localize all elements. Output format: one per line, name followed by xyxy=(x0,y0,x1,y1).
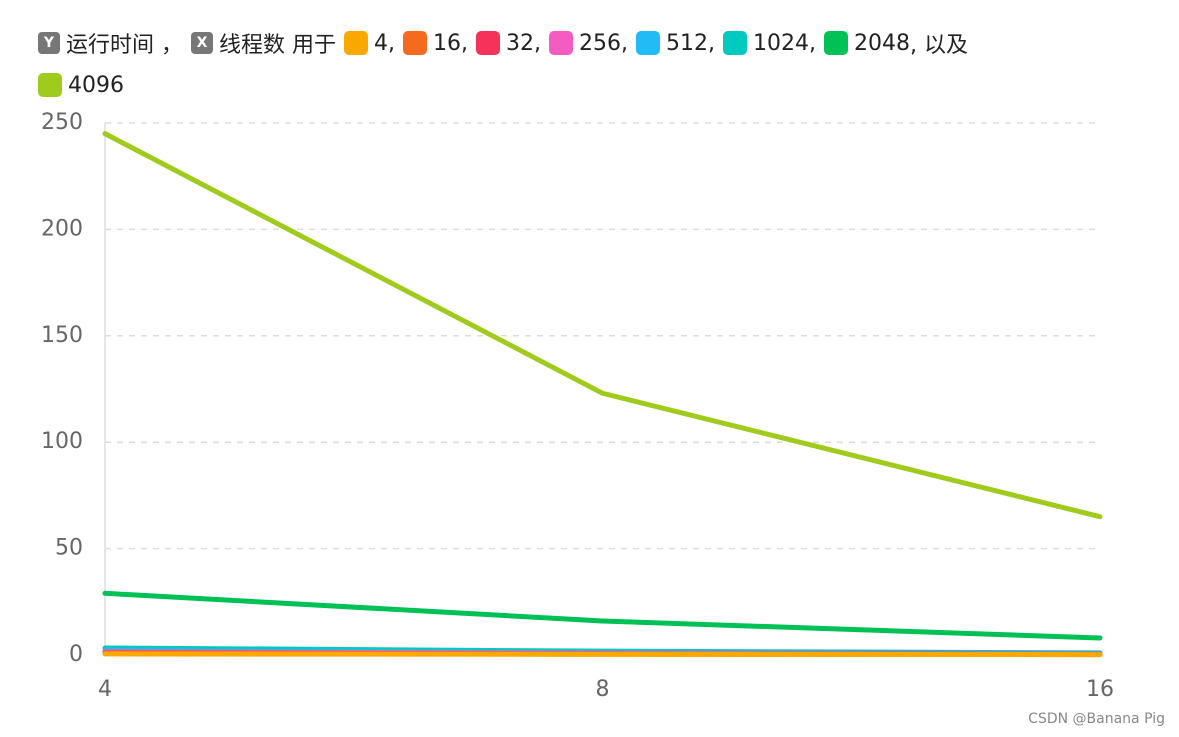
legend-label: 1024 xyxy=(753,30,809,56)
legend-swatch xyxy=(636,31,660,55)
legend-item: 4096 xyxy=(38,70,124,100)
y-tick-label: 150 xyxy=(41,323,83,348)
legend-item: 256, xyxy=(549,28,628,58)
badge: Y xyxy=(38,32,60,54)
legend-separator: , xyxy=(621,30,628,56)
legend-item: 16, xyxy=(403,28,468,58)
legend-separator: , xyxy=(809,30,816,56)
watermark: CSDN @Banana Pig xyxy=(1028,711,1165,727)
legend-text: 线程数 用于 xyxy=(219,33,336,58)
legend-label: 16 xyxy=(433,30,461,56)
legend-swatch xyxy=(723,31,747,55)
legend-swatch xyxy=(344,31,368,55)
legend-swatch xyxy=(476,31,500,55)
legend-item: 4, xyxy=(344,28,395,58)
legend-label: 256 xyxy=(579,30,621,56)
y-tick-label: 50 xyxy=(55,536,83,561)
legend-x: X 线程数 用于 xyxy=(191,28,336,58)
series-line xyxy=(102,131,1103,520)
legend-label: 512 xyxy=(666,30,708,56)
legend-label: 4 xyxy=(374,30,388,56)
legend-swatch xyxy=(403,31,427,55)
legend-separator: , xyxy=(534,30,541,56)
legend-item: 512, xyxy=(636,28,715,58)
legend-separator: , 以及 xyxy=(910,33,968,58)
legend-label: 32 xyxy=(506,30,534,56)
legend-item: 2048, 以及 xyxy=(824,28,968,58)
series-line xyxy=(102,590,1103,641)
legend-item: 1024, xyxy=(723,28,816,58)
y-tick-label: 200 xyxy=(41,216,83,241)
legend-item: 32, xyxy=(476,28,541,58)
x-tick-label: 8 xyxy=(596,677,610,702)
legend-swatch xyxy=(38,73,62,97)
badge: X xyxy=(191,32,213,54)
legend-separator: , xyxy=(388,30,395,56)
legend-separator: , xyxy=(708,30,715,56)
legend-separator: , xyxy=(461,30,468,56)
y-tick-label: 250 xyxy=(41,110,83,135)
y-tick-label: 0 xyxy=(69,642,83,667)
x-tick-label: 16 xyxy=(1086,677,1114,702)
series-line xyxy=(102,651,1103,658)
x-tick-label: 4 xyxy=(98,677,112,702)
legend-swatch xyxy=(824,31,848,55)
legend-label: 4096 xyxy=(68,72,124,98)
legend-label: 2048 xyxy=(854,30,910,56)
legend-swatch xyxy=(549,31,573,55)
legend-text: 运行时间 ， xyxy=(66,33,183,58)
legend: Y 运行时间 ， X 线程数 用于 4, 16, 32, 256, 512, 1024, 2048,… xyxy=(38,28,1048,100)
y-tick-label: 100 xyxy=(41,429,83,454)
legend-y: Y 运行时间 ， xyxy=(38,28,183,58)
